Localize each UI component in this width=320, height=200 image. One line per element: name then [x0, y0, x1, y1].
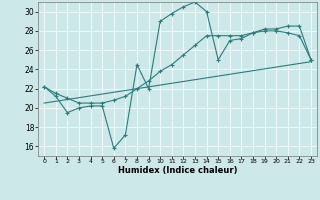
X-axis label: Humidex (Indice chaleur): Humidex (Indice chaleur): [118, 166, 237, 175]
